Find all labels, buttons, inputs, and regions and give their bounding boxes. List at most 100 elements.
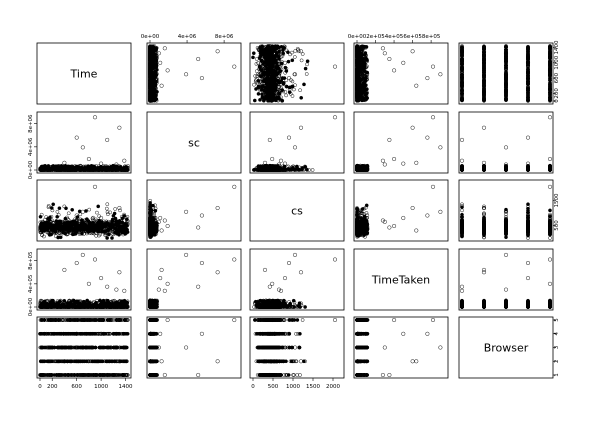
data-point [265, 72, 270, 77]
data-point [282, 76, 287, 80]
data-point [277, 80, 281, 85]
scatter-sc-vs-cs [251, 115, 338, 172]
data-point [281, 81, 286, 85]
data-point [277, 97, 282, 101]
outlier-point [215, 49, 220, 54]
outlier-point [62, 160, 67, 165]
data-point [362, 88, 367, 93]
data-point [113, 168, 118, 172]
data-point [55, 164, 59, 169]
data-point [275, 66, 279, 71]
data-point [358, 59, 363, 63]
data-point [272, 69, 277, 74]
data-point [155, 89, 159, 94]
data-point [254, 69, 259, 74]
data-point [299, 58, 304, 63]
data-point [504, 97, 508, 102]
data-point [267, 82, 272, 87]
data-point [286, 59, 291, 64]
data-point [302, 82, 306, 87]
data-point [526, 87, 530, 91]
data-point [355, 75, 359, 80]
data-point [252, 82, 256, 87]
data-point [526, 55, 530, 60]
data-point [548, 94, 552, 99]
data-point [154, 93, 158, 98]
data-point [303, 66, 308, 71]
data-point [40, 168, 45, 172]
data-point [148, 72, 152, 76]
outlier-point [425, 76, 430, 81]
outlier-point [159, 83, 164, 88]
data-point [283, 90, 288, 94]
outlier-point [382, 51, 387, 56]
data-point [148, 47, 152, 52]
outlier-point [414, 83, 419, 88]
outlier-point [232, 64, 237, 69]
data-point [154, 65, 159, 69]
data-point [290, 94, 295, 98]
data-point [261, 49, 266, 54]
data-point [278, 69, 283, 73]
data-point [364, 97, 369, 102]
data-point [298, 88, 302, 93]
data-point [286, 50, 290, 55]
data-point [355, 44, 359, 48]
outlier-point [86, 156, 91, 162]
outlier-point [387, 56, 392, 62]
data-point [270, 54, 275, 59]
outlier-point [332, 64, 338, 69]
data-point [355, 71, 360, 75]
outlier-point [401, 60, 406, 65]
diagonal-label-sc: sc [188, 137, 200, 150]
data-point [362, 60, 367, 65]
data-point [75, 164, 79, 169]
data-point [526, 70, 530, 75]
data-point [122, 167, 127, 172]
data-point [256, 92, 261, 96]
outlier-point [392, 68, 397, 73]
outlier-point [184, 72, 189, 77]
data-point [290, 50, 294, 55]
data-point [305, 59, 310, 64]
outlier-point [286, 76, 292, 81]
data-point [266, 98, 270, 103]
outlier-point [92, 115, 98, 120]
panel-Time-vs-Time [36, 42, 132, 105]
scatter-sc-vs-Time [38, 115, 130, 172]
data-point [357, 89, 362, 94]
data-point [304, 72, 309, 76]
data-point [266, 51, 271, 56]
data-point [363, 92, 367, 96]
data-point [89, 168, 93, 172]
outlier-point [74, 135, 79, 140]
outlier-point [196, 56, 201, 62]
outlier-point [99, 161, 104, 166]
data-point [153, 47, 158, 51]
data-point [526, 77, 530, 81]
outlier-point [298, 49, 304, 54]
data-point [254, 87, 258, 91]
data-point [482, 73, 486, 77]
outlier-point [165, 68, 170, 73]
outlier-point [158, 60, 163, 65]
data-point [251, 55, 255, 60]
outlier-point [117, 125, 122, 130]
data-point [280, 98, 285, 103]
data-point [504, 60, 508, 64]
data-point [357, 46, 362, 51]
data-point [305, 62, 309, 67]
outlier-point [438, 72, 443, 77]
outlier-point [430, 64, 436, 69]
panel-sc-vs-cs [249, 111, 345, 174]
data-point [264, 80, 269, 85]
data-point [290, 58, 295, 63]
scatter-Time-vs-TimeTaken [355, 44, 443, 103]
data-point [269, 47, 274, 52]
data-point [284, 84, 289, 89]
panel-Time-vs-sc [146, 42, 242, 105]
scatter-Time-vs-Browser [459, 44, 553, 103]
outlier-point [80, 145, 85, 150]
data-point [362, 81, 367, 86]
